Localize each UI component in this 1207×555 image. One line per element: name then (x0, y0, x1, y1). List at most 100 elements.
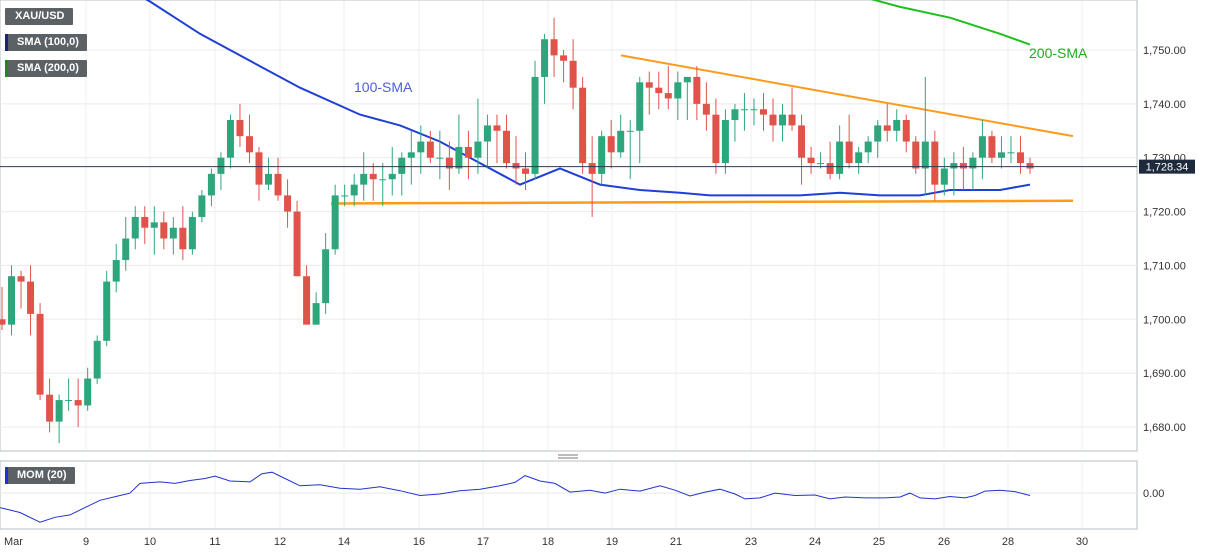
candle-body (493, 125, 501, 131)
symbol-label[interactable]: XAU/USD (5, 8, 73, 25)
candle-body (921, 141, 929, 169)
symbol-text: XAU/USD (15, 10, 65, 22)
x-tick-label: 23 (745, 536, 757, 548)
candle-body (769, 114, 777, 126)
candle-body (883, 125, 891, 131)
candle-body (674, 82, 682, 99)
candle-body (407, 152, 415, 158)
y-tick-label: 1,740.00 (1143, 99, 1186, 111)
candle-body (798, 125, 806, 158)
candle-body (293, 211, 301, 277)
x-tick-label: 10 (144, 536, 156, 548)
y-tick-label: 1,710.00 (1143, 260, 1186, 272)
momentum-line (0, 471, 1031, 523)
candle-body (712, 114, 720, 164)
candle-body (731, 109, 739, 121)
candle-body (864, 141, 872, 153)
candle-body (426, 141, 434, 158)
support-trendline (330, 199, 1074, 205)
candle-body (969, 157, 977, 169)
candle-body (1007, 152, 1015, 154)
candle-body (265, 173, 273, 185)
candle-body (531, 76, 539, 174)
sma-200-legend-label: SMA (200,0) (17, 62, 79, 74)
candle-body (779, 114, 787, 126)
candle-body (27, 281, 35, 314)
y-tick-label: 1,720.00 (1143, 207, 1186, 219)
candle-body (988, 136, 996, 158)
candle-body (245, 136, 253, 153)
time-axis: Mar 9 10 11 12 14 16 17 18 19 21 23 24 25 26 28 30 (4, 536, 1088, 548)
candle-body (207, 173, 215, 196)
candle-body (284, 195, 292, 212)
candle-body (46, 394, 54, 422)
candle-body (826, 163, 834, 174)
candle-body (1026, 163, 1034, 169)
candle-body (360, 173, 368, 185)
candle-body (817, 163, 825, 165)
price-pane[interactable] (0, 0, 1138, 452)
candle-body (855, 152, 863, 164)
candle-body (588, 163, 596, 174)
overlay-lines (145, 0, 1074, 205)
candle-body (179, 227, 187, 250)
candle-body (759, 109, 767, 115)
momentum-legend[interactable]: MOM (20) (5, 467, 75, 484)
candle-body (607, 136, 615, 153)
candle-body (836, 141, 844, 174)
candle-body (474, 141, 482, 158)
candle-body (483, 125, 491, 142)
candle-body (959, 163, 967, 169)
candle-body (550, 39, 558, 56)
candle-body (74, 400, 82, 406)
candle-body (579, 87, 587, 164)
candle-body (0, 319, 6, 325)
candle-body (388, 173, 396, 180)
candle-body (445, 157, 453, 169)
x-tick-label: 17 (477, 536, 489, 548)
y-tick-label: 1,700.00 (1143, 314, 1186, 326)
resistance-trendline (620, 54, 1074, 138)
candle-body (598, 136, 606, 174)
candle-body (160, 222, 168, 239)
candle-body (950, 163, 958, 169)
candle-body (217, 157, 225, 174)
y-tick-label: 1,680.00 (1143, 422, 1186, 434)
candle-body (626, 130, 634, 132)
candle-body (522, 168, 530, 174)
price-axis: 1,680.00 1,690.00 1,700.00 1,710.00 1,720.00… (1143, 45, 1186, 434)
momentum-grid (0, 462, 1137, 528)
candle-body (141, 216, 149, 228)
candle-body (379, 179, 387, 181)
momentum-pane[interactable] (0, 460, 1138, 530)
candle-body (236, 120, 244, 137)
candle-body (931, 141, 939, 185)
x-tick-label: 24 (809, 536, 821, 548)
sma-100-legend[interactable]: SMA (100,0) (5, 34, 87, 51)
candle-body (322, 249, 330, 304)
candle-body (645, 82, 653, 88)
x-tick-label: 26 (938, 536, 950, 548)
candles (0, 17, 1034, 444)
sma-100-annotation: 100-SMA (354, 79, 413, 95)
candle-body (655, 87, 663, 94)
candle-body (912, 141, 920, 169)
sma-200-swatch (5, 60, 8, 77)
candle-body (569, 60, 577, 88)
candle-body (664, 93, 672, 99)
y-tick-label: 1,750.00 (1143, 45, 1186, 57)
candle-body (55, 400, 63, 422)
sma-200-line (870, 0, 1031, 46)
candle-body (940, 168, 948, 185)
candle-body (874, 125, 882, 142)
sma-200-legend[interactable]: SMA (200,0) (5, 60, 87, 77)
candle-body (636, 82, 644, 131)
pane-resize-handle[interactable] (558, 454, 578, 459)
candle-body (788, 114, 796, 126)
momentum-legend-label: MOM (20) (17, 469, 67, 481)
candle-body (845, 141, 853, 164)
candle-body (455, 146, 463, 169)
candle-body (303, 276, 311, 325)
candle-body (807, 157, 815, 164)
